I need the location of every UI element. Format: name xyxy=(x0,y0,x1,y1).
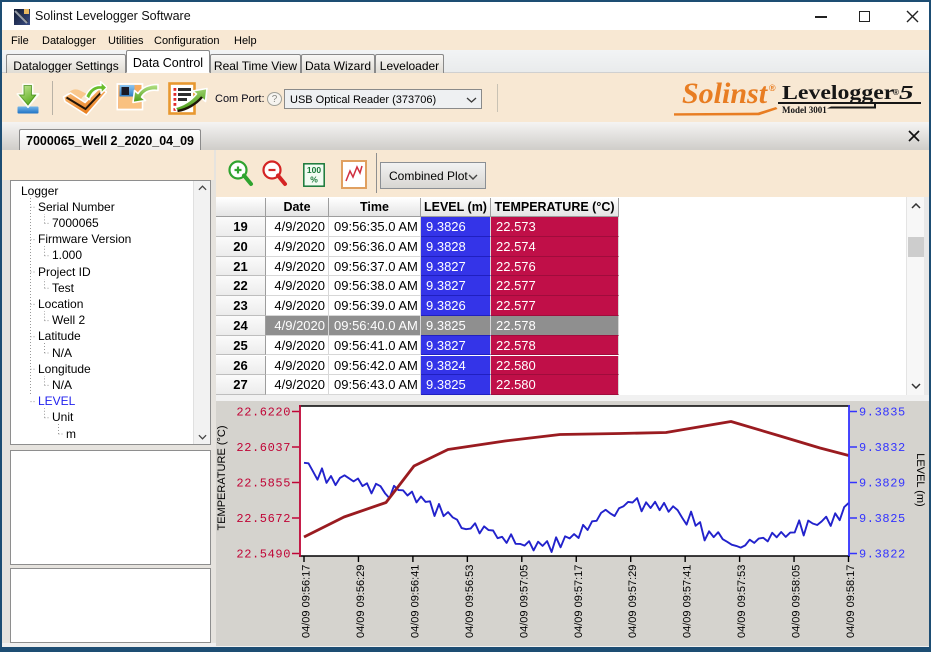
svg-text:04/09 09:57:53: 04/09 09:57:53 xyxy=(736,565,748,638)
svg-text:04/09 09:57:05: 04/09 09:57:05 xyxy=(518,565,530,638)
svg-text:TEMPERATURE (°C): TEMPERATURE (°C) xyxy=(216,425,228,530)
svg-text:04/09 09:58:05: 04/09 09:58:05 xyxy=(791,565,803,638)
svg-text:22.6037: 22.6037 xyxy=(236,441,291,455)
svg-text:100: 100 xyxy=(307,165,321,175)
svg-text:9.3832: 9.3832 xyxy=(859,441,906,455)
svg-text:04/09 09:56:29: 04/09 09:56:29 xyxy=(355,565,367,638)
svg-text:22.5490: 22.5490 xyxy=(236,548,291,562)
svg-text:22.5855: 22.5855 xyxy=(236,477,291,491)
svg-text:04/09 09:56:41: 04/09 09:56:41 xyxy=(409,565,421,638)
svg-text:22.5672: 22.5672 xyxy=(236,512,291,526)
svg-text:04/09 09:58:17: 04/09 09:58:17 xyxy=(845,565,857,638)
svg-text:04/09 09:57:29: 04/09 09:57:29 xyxy=(627,565,639,638)
svg-text:04/09 09:57:41: 04/09 09:57:41 xyxy=(682,565,694,638)
svg-text:04/09 09:56:53: 04/09 09:56:53 xyxy=(464,565,476,638)
svg-text:9.3835: 9.3835 xyxy=(859,406,906,420)
svg-text:22.6220: 22.6220 xyxy=(236,406,291,420)
svg-text:9.3822: 9.3822 xyxy=(859,548,906,562)
svg-text:9.3825: 9.3825 xyxy=(859,512,906,526)
svg-text:04/09 09:56:17: 04/09 09:56:17 xyxy=(301,565,313,638)
svg-text:9.3829: 9.3829 xyxy=(859,477,906,491)
svg-text:04/09 09:57:17: 04/09 09:57:17 xyxy=(573,565,585,638)
svg-text:LEVEL (m): LEVEL (m) xyxy=(914,453,926,506)
svg-text:%: % xyxy=(310,175,318,185)
